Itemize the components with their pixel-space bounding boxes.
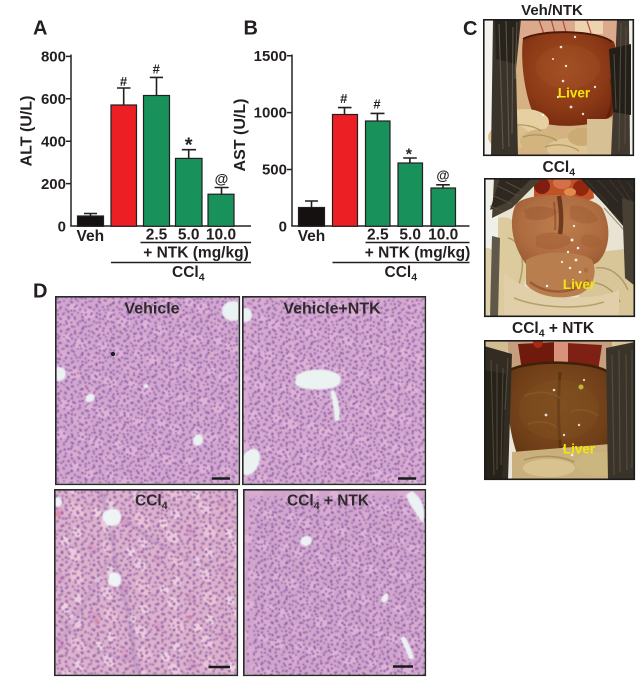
svg-text:CCl4: CCl4 xyxy=(385,264,418,284)
svg-text:@: @ xyxy=(215,171,229,187)
svg-text:Vehicle+NTK: Vehicle+NTK xyxy=(283,301,381,318)
svg-text:Veh/NTK: Veh/NTK xyxy=(521,2,583,19)
svg-text:1000: 1000 xyxy=(254,105,287,122)
svg-text:1500: 1500 xyxy=(254,48,287,65)
svg-text:ALT (U/L): ALT (U/L) xyxy=(19,96,36,167)
svg-text:200: 200 xyxy=(41,176,66,193)
svg-text:2.5: 2.5 xyxy=(146,227,168,244)
svg-text:Liver: Liver xyxy=(563,277,596,292)
svg-text:0: 0 xyxy=(279,218,287,235)
svg-text:Veh: Veh xyxy=(77,228,105,245)
svg-text:@: @ xyxy=(436,168,449,183)
svg-text:+ NTK (mg/kg): + NTK (mg/kg) xyxy=(143,245,249,262)
svg-text:400: 400 xyxy=(41,134,66,151)
svg-text:CCl4: CCl4 xyxy=(172,264,205,284)
svg-text:10.0: 10.0 xyxy=(206,227,236,244)
svg-text:5.0: 5.0 xyxy=(178,227,200,244)
svg-text:Liver: Liver xyxy=(558,86,591,101)
svg-text:#: # xyxy=(153,62,161,77)
svg-text:600: 600 xyxy=(41,91,66,108)
svg-text:Vehicle: Vehicle xyxy=(124,301,179,318)
svg-text:D: D xyxy=(33,281,47,303)
svg-text:2.5: 2.5 xyxy=(367,227,389,244)
svg-text:Veh: Veh xyxy=(298,228,326,245)
svg-text:#: # xyxy=(120,74,128,89)
svg-text:CCl4 + NTK: CCl4 + NTK xyxy=(287,493,370,513)
svg-text:C: C xyxy=(463,18,477,40)
svg-text:*: * xyxy=(185,135,193,157)
svg-text:AST (U/L): AST (U/L) xyxy=(232,99,249,172)
svg-text:500: 500 xyxy=(262,162,287,179)
svg-text:CCl4: CCl4 xyxy=(543,159,576,179)
svg-text:800: 800 xyxy=(41,49,66,66)
svg-text:+ NTK (mg/kg): + NTK (mg/kg) xyxy=(365,245,471,262)
svg-text:*: * xyxy=(406,147,413,164)
svg-text:CCl4: CCl4 xyxy=(135,493,168,513)
svg-text:CCl4 + NTK: CCl4 + NTK xyxy=(512,320,595,340)
svg-text:10.0: 10.0 xyxy=(428,227,458,244)
svg-text:#: # xyxy=(373,97,381,112)
svg-text:B: B xyxy=(244,18,258,40)
svg-text:#: # xyxy=(340,91,348,106)
svg-text:A: A xyxy=(33,18,47,40)
svg-text:Liver: Liver xyxy=(563,442,596,457)
svg-text:5.0: 5.0 xyxy=(399,227,421,244)
svg-text:0: 0 xyxy=(58,219,66,236)
